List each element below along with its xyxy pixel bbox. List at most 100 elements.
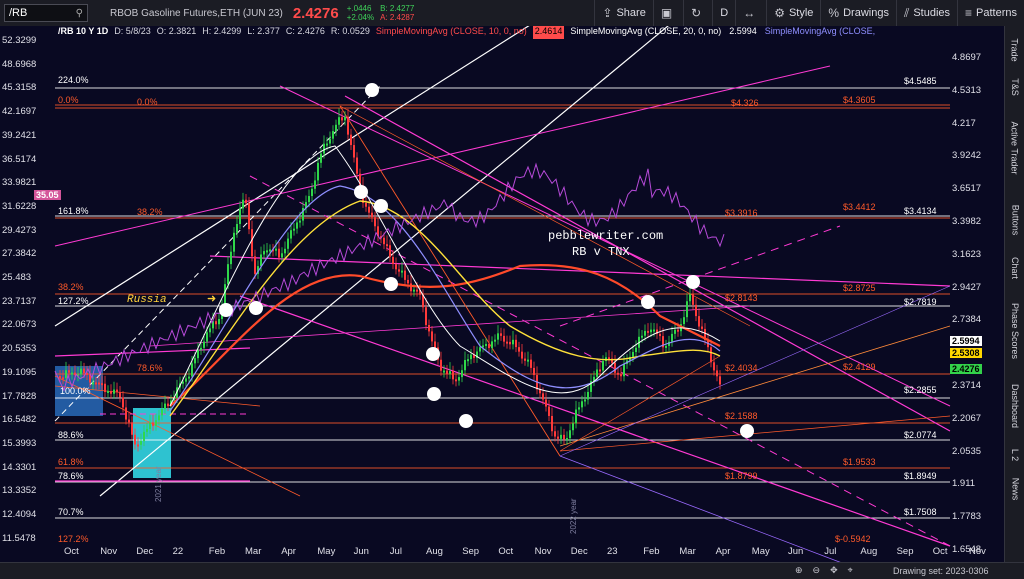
symbol-input[interactable]: /RB ⚲ bbox=[4, 4, 88, 22]
right-sidebar: Trade T&S Active Trader Buttons Chart Phase S… bbox=[1004, 26, 1024, 562]
candle-body bbox=[716, 370, 718, 377]
left-axis-tick: 31.6228 bbox=[2, 200, 37, 212]
zoom-in-icon[interactable]: ⊕ bbox=[795, 565, 803, 575]
candle-body bbox=[374, 217, 376, 227]
candle-body bbox=[89, 373, 91, 383]
candle-body bbox=[524, 358, 526, 361]
crosshair-icon[interactable]: ⌖ bbox=[847, 565, 853, 575]
legend-sma20[interactable]: SimpleMovingAvg (CLOSE, 20, 0, no) bbox=[570, 26, 722, 36]
candle-body bbox=[98, 382, 100, 385]
candle-body bbox=[434, 341, 436, 348]
toolbar-button-label: Share bbox=[616, 7, 646, 19]
candle-body bbox=[59, 376, 61, 378]
time-axis-tick: May bbox=[751, 546, 770, 557]
candle-body bbox=[584, 399, 586, 402]
drawing-set-label[interactable]: Drawing set: 2023-0306 bbox=[893, 566, 989, 576]
candle-body bbox=[113, 389, 115, 394]
candle-body bbox=[581, 401, 583, 408]
sidebar-tab-news[interactable]: News bbox=[1005, 472, 1024, 506]
candle-body bbox=[518, 347, 520, 352]
time-axis-tick: 22 bbox=[172, 546, 184, 557]
candle-body bbox=[392, 256, 394, 265]
ma-yellow-line bbox=[169, 200, 721, 417]
sidebar-tab-active-trader[interactable]: Active Trader bbox=[1005, 104, 1024, 192]
price-tag: 2.4276 bbox=[950, 364, 982, 374]
candle-body bbox=[494, 339, 496, 342]
time-axis-tick: 23 bbox=[607, 546, 618, 557]
year-2022-label: 2022 year bbox=[569, 498, 578, 534]
candle-body bbox=[341, 117, 343, 121]
legend-sma50[interactable]: SimpleMovingAvg (CLOSE, bbox=[764, 26, 876, 36]
candle-body bbox=[281, 253, 283, 258]
candle-body bbox=[251, 229, 253, 257]
marker-circle bbox=[426, 347, 440, 361]
candle-body bbox=[386, 244, 388, 247]
target-label-orange: $4.326 bbox=[731, 98, 759, 108]
time-axis-tick: Sep bbox=[462, 546, 480, 557]
toolbar-button-style[interactable]: ⚙ Style bbox=[766, 0, 820, 26]
candle-body bbox=[290, 230, 292, 239]
marker-circle bbox=[374, 199, 388, 213]
pan-icon[interactable]: ✥ bbox=[830, 565, 838, 575]
fib-label: 161.8% bbox=[58, 206, 89, 216]
pct-change: +2.04% bbox=[346, 13, 375, 22]
trend-line bbox=[559, 355, 721, 452]
left-axis-tick: 42.1697 bbox=[2, 106, 37, 118]
candle-body bbox=[410, 283, 412, 292]
right-axis-tick: 1.911 bbox=[952, 478, 976, 490]
sidebar-tab-chart[interactable]: Chart bbox=[1005, 248, 1024, 288]
toolbar-button-patterns[interactable]: ≡ Patterns bbox=[957, 0, 1024, 26]
left-axis-tick: 11.5478 bbox=[2, 532, 36, 544]
time-axis-tick: Jun bbox=[353, 546, 369, 557]
target-label-orange: $3.4412 bbox=[843, 202, 876, 212]
top-toolbar: /RB ⚲ RBOB Gasoline Futures,ETH (JUN 23)… bbox=[0, 0, 1024, 27]
chart-canvas[interactable] bbox=[0, 26, 1004, 562]
legend-open: O: 2.3821 bbox=[156, 26, 197, 36]
candle-body bbox=[254, 256, 256, 274]
sidebar-tab-trade[interactable]: Trade bbox=[1005, 30, 1024, 70]
left-axis-tick: 25.483 bbox=[2, 272, 32, 283]
search-icon[interactable]: ⚲ bbox=[75, 7, 83, 19]
ma-20-line bbox=[169, 145, 721, 407]
candle-body bbox=[311, 188, 313, 197]
toolbar-button-d[interactable]: D bbox=[712, 0, 735, 26]
russia-annotation: Russia bbox=[127, 294, 167, 306]
time-axis-tick: Jun bbox=[788, 546, 804, 557]
time-axis-tick: Oct bbox=[932, 546, 948, 557]
right-axis-tick: 3.6517 bbox=[952, 183, 982, 195]
sidebar-tab-dashboard[interactable]: Dashboard bbox=[1005, 374, 1024, 438]
sidebar-tab-t-s[interactable]: T&S bbox=[1005, 72, 1024, 102]
sidebar-tab-l-2[interactable]: L 2 bbox=[1005, 440, 1024, 470]
toolbar-button-drawings[interactable]: % Drawings bbox=[820, 0, 896, 26]
sidebar-tab-buttons[interactable]: Buttons bbox=[1005, 194, 1024, 246]
toolbar-button-studies[interactable]: ⫽ Studies bbox=[895, 0, 957, 26]
right-axis-tick: 1.6548 bbox=[952, 544, 982, 555]
candle-body bbox=[146, 428, 148, 432]
last-price: 2.4276 bbox=[292, 4, 339, 22]
legend-sma10[interactable]: SimpleMovingAvg (CLOSE, 10, 0, no) bbox=[375, 26, 527, 36]
legend-date: D: 5/8/23 bbox=[114, 26, 151, 36]
toolbar-button-compare-icon[interactable]: ↔ bbox=[735, 0, 766, 26]
candle-body bbox=[566, 438, 568, 441]
horizontal-target-lines bbox=[55, 87, 950, 519]
candle-body bbox=[545, 399, 547, 407]
candle-body bbox=[158, 415, 160, 421]
candle-body bbox=[134, 434, 136, 445]
candle-body bbox=[641, 335, 643, 338]
marker-circle bbox=[249, 301, 263, 315]
price-chart[interactable]: /RB 10 Y 1D D: 5/8/23 O: 2.3821 H: 2.429… bbox=[0, 26, 1004, 562]
sidebar-tab-phase-scores[interactable]: Phase Scores bbox=[1005, 290, 1024, 372]
candle-body bbox=[485, 343, 487, 346]
toolbar-button-share[interactable]: ⇪ Share bbox=[594, 0, 652, 26]
left-axis-tick: 33.9821 bbox=[2, 177, 37, 189]
candle-body bbox=[314, 180, 316, 189]
candle-body bbox=[530, 359, 532, 368]
candle-body bbox=[572, 423, 574, 431]
target-label-orange: $2.8725 bbox=[843, 283, 876, 293]
toolbar-button-window-icon[interactable]: ▣ bbox=[652, 0, 683, 26]
toolbar-button-sync-icon[interactable]: ↻ bbox=[683, 0, 712, 26]
zoom-out-icon[interactable]: ⊖ bbox=[812, 565, 821, 575]
candle-body bbox=[92, 382, 94, 385]
candle-body bbox=[425, 307, 427, 325]
candle-body bbox=[470, 354, 472, 360]
